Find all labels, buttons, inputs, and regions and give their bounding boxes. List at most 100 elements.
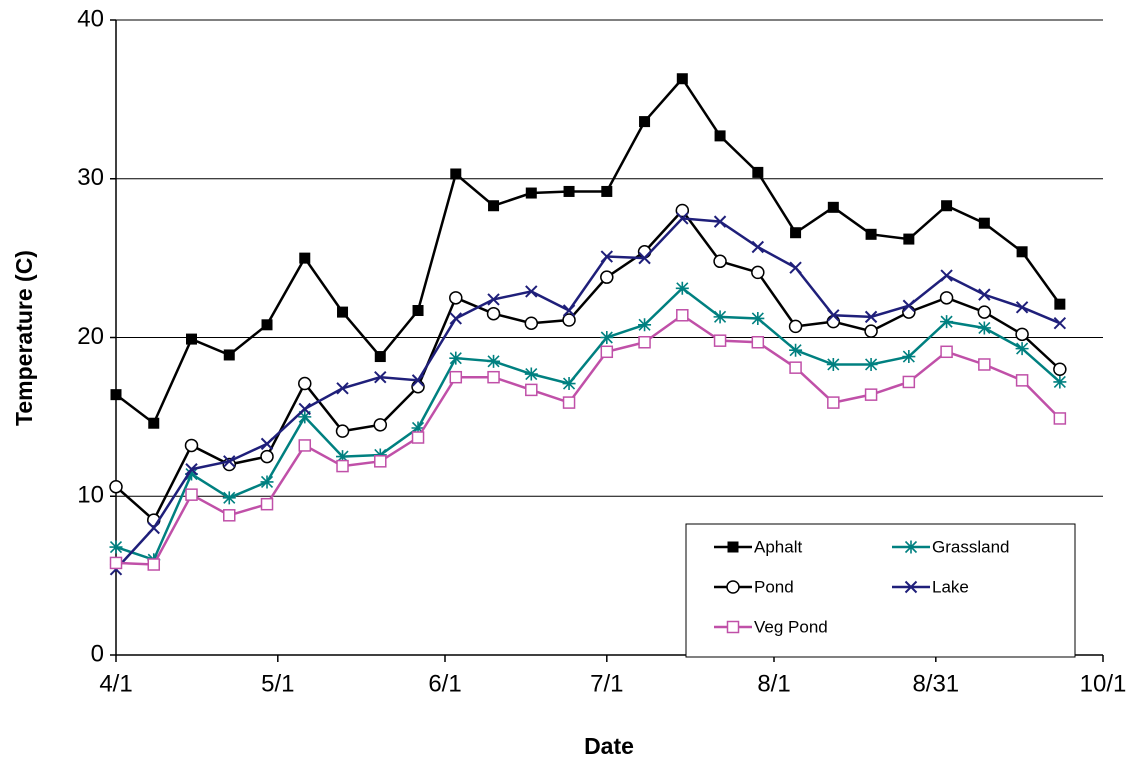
marker — [827, 396, 840, 409]
marker — [752, 166, 764, 178]
marker — [524, 367, 538, 381]
marker — [978, 217, 990, 229]
marker — [260, 475, 274, 489]
legend-label: Veg Pond — [754, 617, 828, 636]
marker — [676, 309, 689, 322]
marker — [600, 270, 614, 284]
marker — [1015, 342, 1029, 356]
marker — [751, 311, 765, 325]
marker — [676, 73, 688, 85]
marker — [109, 556, 123, 570]
marker — [525, 383, 538, 397]
marker — [789, 261, 802, 274]
marker — [638, 318, 652, 332]
marker — [562, 304, 576, 317]
marker — [676, 212, 689, 225]
marker — [826, 357, 840, 371]
y-tick-label: 10 — [77, 482, 104, 509]
marker — [487, 370, 500, 384]
legend-label: Grassland — [932, 537, 1009, 556]
legend-marker — [727, 541, 739, 553]
marker — [299, 252, 311, 264]
x-tick-label: 6/1 — [428, 670, 461, 697]
marker — [487, 293, 500, 306]
marker — [260, 449, 274, 464]
marker — [449, 291, 463, 305]
marker — [449, 370, 463, 384]
legend-marker — [904, 580, 918, 594]
marker — [864, 310, 878, 324]
marker — [147, 558, 161, 571]
marker — [374, 455, 387, 468]
marker — [751, 336, 765, 349]
marker — [449, 351, 463, 365]
marker — [184, 438, 199, 453]
marker — [185, 463, 198, 476]
marker — [1053, 412, 1067, 425]
marker — [486, 306, 501, 321]
marker — [1016, 246, 1028, 258]
marker — [864, 324, 878, 338]
marker — [411, 431, 425, 444]
marker — [1015, 301, 1029, 314]
y-tick-label: 0 — [91, 640, 104, 667]
marker — [902, 350, 916, 364]
marker — [638, 336, 651, 349]
marker — [185, 488, 198, 501]
marker — [222, 491, 236, 505]
marker — [147, 521, 160, 535]
marker — [639, 116, 651, 128]
marker — [978, 288, 991, 301]
x-tick-label: 8/31 — [912, 670, 959, 697]
x-tick-label: 10/1 — [1080, 670, 1127, 697]
x-tick-label: 8/1 — [757, 670, 790, 697]
marker — [940, 315, 954, 329]
marker — [260, 437, 274, 451]
marker — [638, 251, 651, 265]
marker — [941, 200, 953, 212]
marker — [337, 306, 349, 318]
marker — [450, 168, 462, 180]
legend-label: Aphalt — [754, 537, 802, 556]
marker — [185, 467, 199, 481]
marker — [902, 375, 916, 389]
marker — [223, 349, 235, 361]
marker — [713, 310, 727, 324]
marker — [487, 354, 501, 368]
marker — [186, 333, 198, 345]
marker — [789, 361, 802, 374]
y-tick-label: 30 — [77, 164, 104, 191]
marker — [600, 331, 614, 344]
series-line — [115, 286, 1061, 562]
marker — [788, 319, 803, 334]
marker — [1053, 317, 1067, 330]
marker — [978, 358, 991, 371]
marker — [601, 185, 613, 197]
marker — [411, 421, 425, 435]
marker — [637, 245, 652, 259]
marker — [298, 376, 312, 391]
marker — [1054, 298, 1066, 310]
marker — [223, 455, 236, 468]
marker — [977, 321, 991, 335]
marker — [449, 312, 462, 325]
marker — [562, 377, 576, 391]
marker — [148, 417, 160, 429]
marker — [864, 357, 878, 371]
marker — [374, 351, 386, 363]
marker — [827, 201, 839, 213]
legend-label: Pond — [754, 577, 794, 596]
series-line — [115, 76, 1061, 426]
marker — [751, 265, 765, 280]
y-axis-title: Temperature (C) — [11, 250, 37, 426]
y-tick-label: 20 — [77, 323, 104, 350]
marker — [298, 439, 312, 452]
series-line — [115, 217, 1061, 571]
x-tick-label: 4/1 — [99, 670, 132, 697]
marker — [790, 227, 802, 239]
x-tick-label: 5/1 — [261, 670, 294, 697]
legend-marker — [726, 620, 740, 634]
marker — [865, 228, 877, 240]
marker — [411, 374, 425, 387]
marker — [939, 291, 954, 305]
